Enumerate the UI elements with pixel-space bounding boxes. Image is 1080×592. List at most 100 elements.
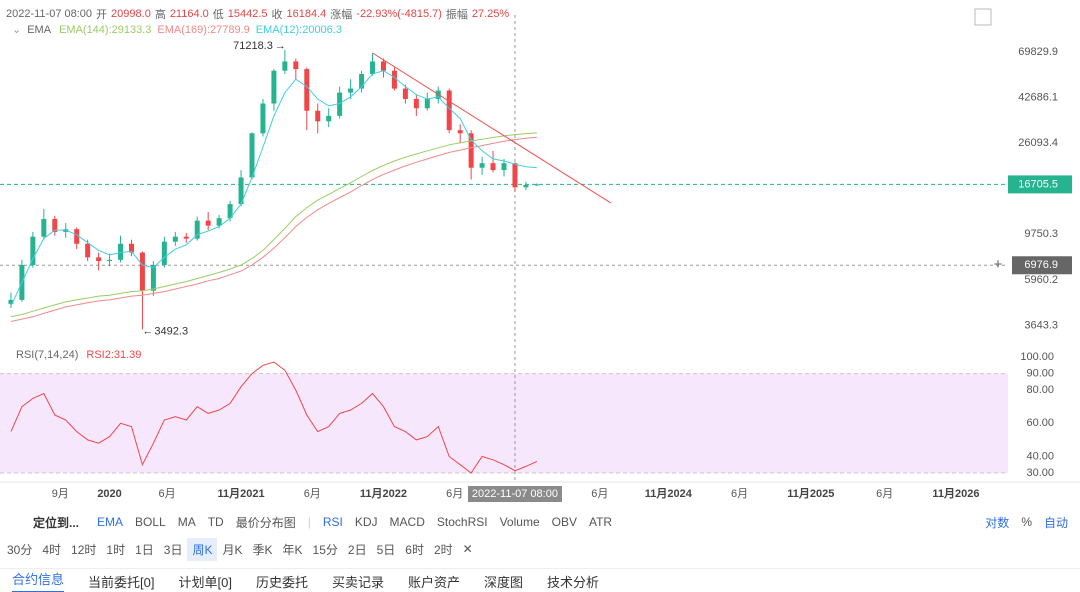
sub-indicator-option[interactable]: KDJ [354,515,378,529]
max-label: 71218.3 [233,40,273,52]
interval-option[interactable]: 15分 [312,542,338,557]
sub-indicator-option[interactable]: RSI [322,515,343,529]
sub-indicator-option[interactable]: StochRSI [436,515,488,529]
tab[interactable]: 当前委托[0] [88,574,155,590]
crosshair-date-box [467,486,562,502]
separator: | [307,515,311,529]
tab[interactable]: 计划单[0] [178,574,232,590]
x-tick-label: 6月 [876,488,893,500]
y-tick-label: 42686.1 [1018,91,1058,103]
interval-option[interactable]: 月K [222,542,243,557]
ema-legend: ⌄ EMA EMA(144):29133.3 EMA(169):27789.9 EM… [12,23,348,37]
field-value: 16184.4 [286,8,327,20]
indicator-option[interactable]: TD [207,515,224,529]
candle-body [391,70,397,89]
candle-body [139,252,145,291]
ema-line [10,132,537,318]
min-arrow: ← [142,325,153,337]
fullscreen-button[interactable] [974,8,992,26]
interval-option[interactable]: 6时 [405,542,424,557]
crosshair-price: 6976.9 [1024,259,1058,271]
x-tick-label: 6月 [731,488,748,500]
y-tick-label: 30.00 [1026,467,1054,479]
candle-body [30,236,36,265]
tab[interactable]: 账户资产 [407,574,460,590]
tab[interactable]: 历史委托 [255,574,308,590]
collapse-icon[interactable]: ⌄ [12,24,22,36]
rsi-line [10,361,538,474]
interval-option[interactable]: 1日 [135,542,154,557]
y-tick-label: 9750.3 [1024,228,1058,240]
min-label: 3492.3 [154,325,188,337]
rsi-band [0,373,1008,474]
indicator-option[interactable]: EMA [97,515,124,529]
candle-body [107,259,113,262]
crosshair-date: 2022-11-07 08:00 [472,488,558,500]
field-value: -22.93%(-4815.7) [356,8,442,20]
tab[interactable]: 技术分析 [547,574,600,590]
crosshair-plus: + [994,256,1003,273]
indicator-option[interactable]: BOLL [135,515,166,529]
y-tick-label: 40.00 [1026,450,1054,462]
legend-entry: RSI2:31.39 [86,349,142,361]
interval-option[interactable]: 3日 [163,542,183,557]
legend-entry: EMA(12):20006.3 [255,23,342,36]
indicator-option[interactable]: MA [177,515,196,529]
candle-body [304,69,310,111]
interval-option[interactable]: 4时 [42,542,62,557]
indicator-option[interactable]: 最价分布图 [235,515,296,530]
field-label: 低 [212,9,224,21]
sub-indicator-option[interactable]: Volume [499,515,540,529]
sub-indicator-option[interactable]: MACD [389,515,425,529]
x-tick-label: 6月 [304,488,321,500]
candle-body [96,257,102,262]
scale-option[interactable]: % [1021,515,1032,529]
scale-option[interactable]: 对数 [985,515,1010,530]
max-arrow: → [275,40,286,52]
tab[interactable]: 买卖记录 [331,574,384,590]
interval-option[interactable]: 30分 [7,542,33,557]
candle-body [150,264,156,291]
scale-option[interactable]: 自动 [1043,515,1068,530]
candle-body [74,229,80,244]
interval-option[interactable]: 年K [282,542,303,557]
ema-line [10,70,537,307]
candle-body [52,218,58,232]
x-tick-label: 6月 [446,488,463,500]
interval-option[interactable]: 5日 [376,542,396,557]
y-tick-label: 5960.2 [1024,274,1058,286]
candle-body [260,103,266,134]
interval-option[interactable]: 2日 [347,542,367,557]
last-price-label: 16705.5 [1018,178,1058,190]
candle-body [512,163,518,188]
candle-body [501,163,507,171]
interval-option[interactable]: 12时 [71,542,97,557]
candle-body [8,299,14,304]
candle-body [413,98,419,109]
candle-body [424,98,430,109]
interval-option[interactable]: 2时 [433,542,453,557]
candle-body [271,70,277,104]
candle-body [326,115,332,122]
tab[interactable]: 合约信息 [12,569,65,592]
tab[interactable]: 深度图 [484,574,524,590]
x-tick-label: 11月2025 [787,487,834,500]
candle-body [468,133,474,168]
field-label: 开 [96,9,108,21]
ohlc-header: 2022-11-07 08:00 开 20998.0 高 21164.0 低 15442.… [6,6,513,22]
interval-option[interactable]: 季K [252,542,273,557]
x-tick-label: 9月 [52,488,69,500]
interval-option[interactable]: 周K [187,537,218,561]
candle-body [238,177,244,205]
candle-body [249,133,255,178]
sub-indicator-option[interactable]: ATR [588,515,613,529]
interval-option[interactable]: 1时 [106,542,126,557]
locate[interactable]: 定位到... [33,515,80,530]
sub-indicator-option[interactable]: OBV [551,515,577,529]
x-tick-label: 11月2024 [645,487,693,500]
candle-body [370,61,376,75]
candle-body [479,163,485,168]
toolbar: 定位到... EMA BOLL MA TD 最价分布图 | RSI KDJ MACD StochR… [0,513,1080,531]
close-button[interactable]: ✕ [462,542,473,556]
